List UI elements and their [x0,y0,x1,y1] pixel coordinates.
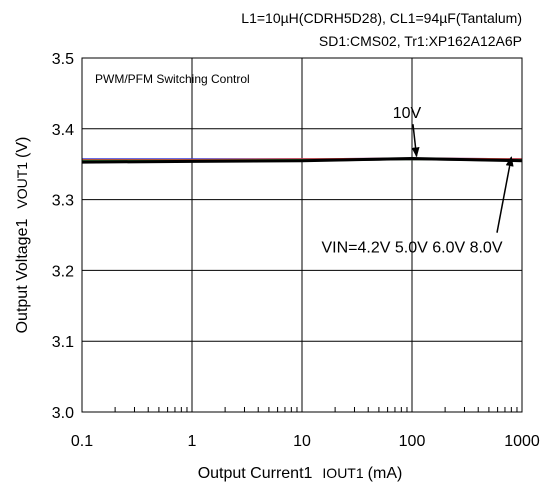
y-tick-label: 3.3 [52,193,74,210]
x-tick-label: 10 [293,433,311,450]
y-axis-unit: (V) [14,137,31,158]
y-axis-symbol: VOUT1 [14,162,30,209]
plot-frame [81,57,523,413]
y-tick-label: 3.0 [52,405,74,422]
header-line-1: L1=10µH(CDRH5D28), CL1=94µF(Tantalum) [241,10,522,26]
x-tick-label: 0.1 [71,433,93,450]
annotation-text: 10V [393,105,422,122]
y-tick-label: 3.4 [52,122,74,139]
y-tick-label: 3.1 [52,334,74,351]
annotations: 10V VIN=4.2V 5.0V 6.0V 8.0V [321,105,514,257]
x-minor-ticks [114,407,518,412]
annotation-arrow [411,124,420,158]
x-axis-symbol: IOUT1 [322,465,363,481]
gridlines [81,57,523,413]
y-tick-labels: 3.0 3.1 3.2 3.3 3.4 3.5 [52,51,74,422]
x-axis-unit: (mA) [368,465,403,482]
x-tick-labels: 0.1 1 10 100 1000 [71,433,540,450]
x-tick-label: 100 [399,433,426,450]
x-tick-label: 1 [188,433,197,450]
header-line-2: SD1:CMS02, Tr1:XP162A12A6P [319,33,522,49]
y-axis-label: Output Voltage1 VOUT1 (V) [14,137,31,334]
x-axis-label-main: Output Current1 [198,465,313,482]
x-axis-label: Output Current1 IOUT1 (mA) [198,465,403,482]
y-tick-label: 3.2 [52,263,74,280]
x-tick-label: 1000 [504,433,540,450]
annotation-text: VIN=4.2V 5.0V 6.0V 8.0V [321,240,502,257]
series-layer [81,157,523,164]
inset-label: PWM/PFM Switching Control [95,72,250,86]
y-tick-label: 3.5 [52,51,74,68]
annotation-arrow [496,156,514,233]
y-axis-label-main: Output Voltage1 [14,219,31,334]
series-line [81,157,523,164]
